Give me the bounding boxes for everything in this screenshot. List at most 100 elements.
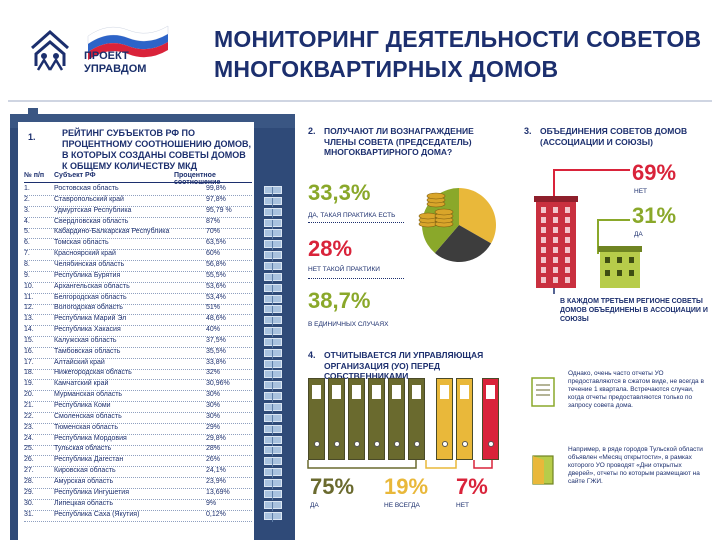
row-percent: 63,5% xyxy=(206,239,226,247)
row-percent: 24,1% xyxy=(206,467,226,475)
building-window xyxy=(553,257,558,263)
building-window xyxy=(553,217,558,223)
reward-divider-2 xyxy=(308,278,404,279)
row-number: 26. xyxy=(24,456,34,464)
row-percent: 60% xyxy=(206,250,221,258)
folder-icon xyxy=(348,378,365,460)
row-subject: Архангельская область xyxy=(54,282,130,290)
row-divider xyxy=(24,477,252,479)
row-divider xyxy=(24,346,252,348)
reward-title: ПОЛУЧАЮТ ЛИ ВОЗНАГРАЖДЕНИЕ ЧЛЕНЫ СОВЕТА … xyxy=(324,126,474,157)
reward-some-label: В ЕДИНИЧНЫХ СЛУЧАЯХ xyxy=(308,321,389,328)
row-divider xyxy=(24,292,252,294)
folder-label xyxy=(486,385,495,399)
row-number: 12. xyxy=(24,304,34,312)
row-subject: Республика Хакасия xyxy=(54,326,121,334)
title-line-1: МОНИТОРИНГ ДЕЯТЕЛЬНОСТИ СОВЕТОВ xyxy=(214,26,702,52)
coins-icon xyxy=(418,192,454,228)
row-subject: Камчатский край xyxy=(54,380,109,388)
row-percent: 30,96% xyxy=(206,380,230,388)
row-subject: Республика Ингушетия xyxy=(54,488,130,496)
row-divider xyxy=(24,216,252,218)
row-percent: 40% xyxy=(206,326,221,334)
row-percent: 56,8% xyxy=(206,260,226,268)
window-icon xyxy=(264,229,282,240)
row-number: 29. xyxy=(24,488,34,496)
assoc-title: ОБЪЕДИНЕНИЯ СОВЕТОВ ДОМОВ (АССОЦИАЦИИ И … xyxy=(540,126,688,147)
building-window xyxy=(565,267,570,273)
table-row: 12. Вологодская область 51% xyxy=(24,304,252,314)
window-icon xyxy=(264,500,282,511)
row-percent: 9% xyxy=(206,499,217,507)
report-sometimes-value: 19% xyxy=(384,474,429,499)
row-number: 5. xyxy=(24,228,30,236)
window-icon xyxy=(264,294,282,305)
pie-slice xyxy=(459,188,496,244)
report-title: ОТЧИТЫВАЕТСЯ ЛИ УПРАВЛЯЮЩАЯ ОРГАНИЗАЦИЯ … xyxy=(324,350,484,381)
window-icon xyxy=(264,511,282,522)
table-row: 8. Челябинская область 56,8% xyxy=(24,261,252,271)
row-number: 15. xyxy=(24,336,34,344)
row-subject: Республика Бурятия xyxy=(54,271,121,279)
row-percent: 26% xyxy=(206,456,221,464)
report-bracket-lines xyxy=(307,460,493,469)
window-icon xyxy=(264,413,282,424)
row-divider xyxy=(24,520,252,522)
window-icon xyxy=(264,457,282,468)
row-divider xyxy=(24,390,252,392)
table-row: 5. Кабардино-Балкарская Республика 70% xyxy=(24,228,252,238)
row-subject: Республика Саха (Якутия) xyxy=(54,510,140,518)
rating-title: РЕЙТИНГ СУБЪЕКТОВ РФ ПО ПРОЦЕНТНОМУ СООТ… xyxy=(62,128,252,171)
reward-divider-1 xyxy=(308,222,404,223)
row-percent: 55,5% xyxy=(206,271,226,279)
row-number: 21. xyxy=(24,402,34,409)
reward-yes-value: 33,3% xyxy=(308,180,371,205)
row-subject: Ставропольский край xyxy=(54,195,124,203)
table-row: 3. Удмуртская Республика 95,79 % xyxy=(24,207,252,217)
row-subject: Амурская область xyxy=(54,477,114,485)
table-row: 27. Кировская область 24,1% xyxy=(24,467,252,477)
rating-panel xyxy=(18,122,254,540)
table-row: 16. Тамбовская область 35,5% xyxy=(24,348,252,358)
row-divider xyxy=(24,487,252,489)
logo-line-1: ПРОЕКТ xyxy=(84,50,129,62)
row-number: 31. xyxy=(24,510,34,518)
row-number: 24. xyxy=(24,434,34,442)
document-icon xyxy=(531,377,555,407)
row-percent: 37,5% xyxy=(206,336,226,344)
row-divider xyxy=(24,195,252,196)
row-subject: Вологодская область xyxy=(54,304,123,312)
window-icon xyxy=(264,478,282,489)
window-icon xyxy=(264,359,282,370)
row-percent: 0,12% xyxy=(206,510,226,518)
row-subject: Челябинская область xyxy=(54,260,125,268)
window-icon xyxy=(264,240,282,251)
folder-hole xyxy=(354,441,360,447)
table-row: 10. Архангельская область 53,6% xyxy=(24,283,252,293)
folder-label xyxy=(460,385,469,399)
row-subject: Ростовская область xyxy=(54,185,119,192)
folder-label xyxy=(332,385,341,399)
row-percent: 28% xyxy=(206,445,221,453)
pie-slice xyxy=(434,225,492,262)
row-number: 13. xyxy=(24,315,34,323)
assoc-note: В КАЖДОМ ТРЕТЬЕМ РЕГИОНЕ СОВЕТЫ ДОМОВ ОБ… xyxy=(560,298,708,323)
row-number: 8. xyxy=(24,260,30,268)
window-icon xyxy=(264,186,282,196)
row-divider xyxy=(24,281,252,283)
green-building-icon xyxy=(598,246,642,288)
table-row: 29. Республика Ингушетия 13,69% xyxy=(24,489,252,499)
row-subject: Свердловская область xyxy=(54,217,129,225)
row-subject: Алтайский край xyxy=(54,358,105,366)
table-row: 26. Республика Дагестан 26% xyxy=(24,456,252,466)
folder-label xyxy=(372,385,381,399)
row-number: 22. xyxy=(24,412,34,420)
section-2-number: 2. xyxy=(308,126,316,136)
building-window xyxy=(541,217,546,223)
folder-icon xyxy=(436,378,453,460)
logo xyxy=(31,25,169,71)
row-number: 2. xyxy=(24,195,30,203)
table-row: 30. Липецкая область 9% xyxy=(24,500,252,510)
row-number: 18. xyxy=(24,369,34,377)
row-number: 19. xyxy=(24,380,34,388)
